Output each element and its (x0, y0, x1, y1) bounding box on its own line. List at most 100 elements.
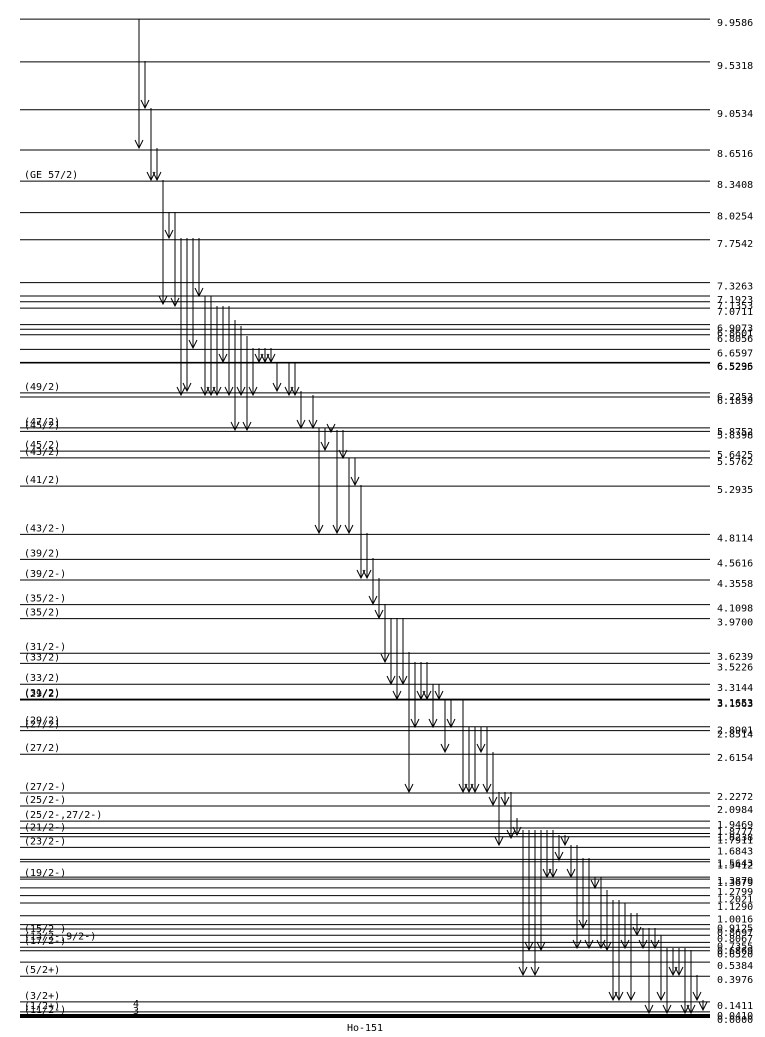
arrow-head (182, 382, 192, 393)
arrow-head (200, 386, 210, 397)
level-energy: 7.1353 (717, 301, 753, 312)
arrow-head (524, 941, 534, 952)
level-energy: 1.8777 (717, 827, 753, 838)
arrow-head (254, 353, 264, 364)
level-spin: (27/2) (24, 743, 60, 754)
arrow-head (458, 783, 468, 794)
level-energy: 3.3144 (717, 683, 753, 694)
level-energy: 6.1839 (717, 396, 753, 407)
arrow-head (170, 297, 180, 308)
arrow-head (326, 423, 336, 434)
arrow-head (224, 386, 234, 397)
arrow-head (158, 295, 168, 306)
arrow-head (332, 524, 342, 535)
arrow-head (218, 353, 228, 364)
arrow-head (608, 991, 618, 1002)
level-energy: 0.3976 (717, 975, 753, 986)
level-energy: 0.6869 (717, 946, 753, 957)
arrow-head (416, 690, 426, 701)
arrow-head (602, 941, 612, 952)
level-energy: 1.2021 (717, 895, 753, 906)
level-energy: 1.5643 (717, 858, 753, 869)
arrow-head (494, 836, 504, 847)
arrow-head (296, 419, 306, 430)
arrow-head (338, 449, 348, 460)
arrow-head (266, 353, 276, 364)
nucleus-title: Ho-151 (347, 1023, 383, 1034)
level-energy: 1.3879 (717, 876, 753, 887)
level-energy: 6.8601 (717, 328, 753, 339)
arrow-head (140, 99, 150, 110)
level-spin: (25/2-,27/2-) (24, 810, 102, 821)
arrow-head (572, 939, 582, 950)
arrow-head (212, 386, 222, 397)
level-energy: 1.5412 (717, 861, 753, 872)
arrow-head (464, 783, 474, 794)
level-energy: 3.1653 (717, 698, 753, 709)
arrow-head (440, 743, 450, 754)
level-energy: 7.7542 (717, 239, 753, 250)
level-energy: 3.5226 (717, 662, 753, 673)
arrow-head (134, 139, 144, 150)
arrow-head (674, 966, 684, 977)
arrow-head (626, 991, 636, 1002)
marker: 4 (133, 999, 139, 1010)
arrow-head (512, 826, 522, 837)
level-energy: 0.5384 (717, 961, 753, 972)
level-energy: 1.2799 (717, 887, 753, 898)
arrow-head (356, 569, 366, 580)
level-energy: 0.6520 (717, 950, 753, 961)
level-energy: 0.8067 (717, 934, 753, 945)
level-energy: 4.3558 (717, 579, 753, 590)
level-energy: 0.9125 (717, 924, 753, 935)
level-energy: 5.2935 (717, 485, 753, 496)
arrow-head (662, 1004, 672, 1015)
level-energy: 0.1411 (717, 1001, 753, 1012)
arrow-head (656, 991, 666, 1002)
arrow-head (638, 939, 648, 950)
level-energy: 0.7355 (717, 941, 753, 952)
level-spin: (15/2-) (24, 924, 66, 935)
level-spin: (29/2) (24, 716, 60, 727)
level-spin: (19/2-) (24, 868, 66, 879)
level-energy: 3.6239 (717, 652, 753, 663)
level-spin: (33/2) (24, 673, 60, 684)
level-energy: 0.8697 (717, 928, 753, 939)
level-energy: 5.8752 (717, 427, 753, 438)
level-energy: 2.0984 (717, 805, 753, 816)
arrow-head (518, 966, 528, 977)
arrow-head (446, 718, 456, 729)
level-spin: (11/2-) (24, 1005, 66, 1016)
arrow-head (230, 421, 240, 432)
level-energy: 1.6843 (717, 846, 753, 857)
arrow-head (578, 919, 588, 930)
level-spin: (35/2-) (24, 594, 66, 605)
level-spin: (5/2+) (24, 965, 60, 976)
arrow-head (686, 1004, 696, 1015)
level-spin: (GE 57/2) (24, 170, 78, 181)
arrow-head (146, 171, 156, 182)
arrow-head (644, 1004, 654, 1015)
level-spin: (39/2-) (24, 569, 66, 580)
arrow-head (308, 419, 318, 430)
level-energy: 1.9469 (717, 820, 753, 831)
level-energy: 0.0410 (717, 1011, 753, 1022)
level-energy: 6.5296 (717, 361, 753, 372)
arrow-head (152, 171, 162, 182)
level-spin: (29/2) (24, 689, 60, 700)
arrow-head (488, 796, 498, 807)
level-energy: 4.8114 (717, 533, 753, 544)
arrow-head (506, 829, 516, 840)
arrow-head (422, 690, 432, 701)
level-energy: 9.5318 (717, 61, 753, 72)
arrow-head (470, 783, 480, 794)
level-energy: 2.2272 (717, 792, 753, 803)
level-energy: 6.9073 (717, 324, 753, 335)
arrow-head (236, 386, 246, 397)
level-energy: 2.8901 (717, 726, 753, 737)
arrow-head (632, 926, 642, 937)
level-spin: (43/2-) (24, 523, 66, 534)
arrow-head (404, 783, 414, 794)
level-energy: 1.0016 (717, 915, 753, 926)
